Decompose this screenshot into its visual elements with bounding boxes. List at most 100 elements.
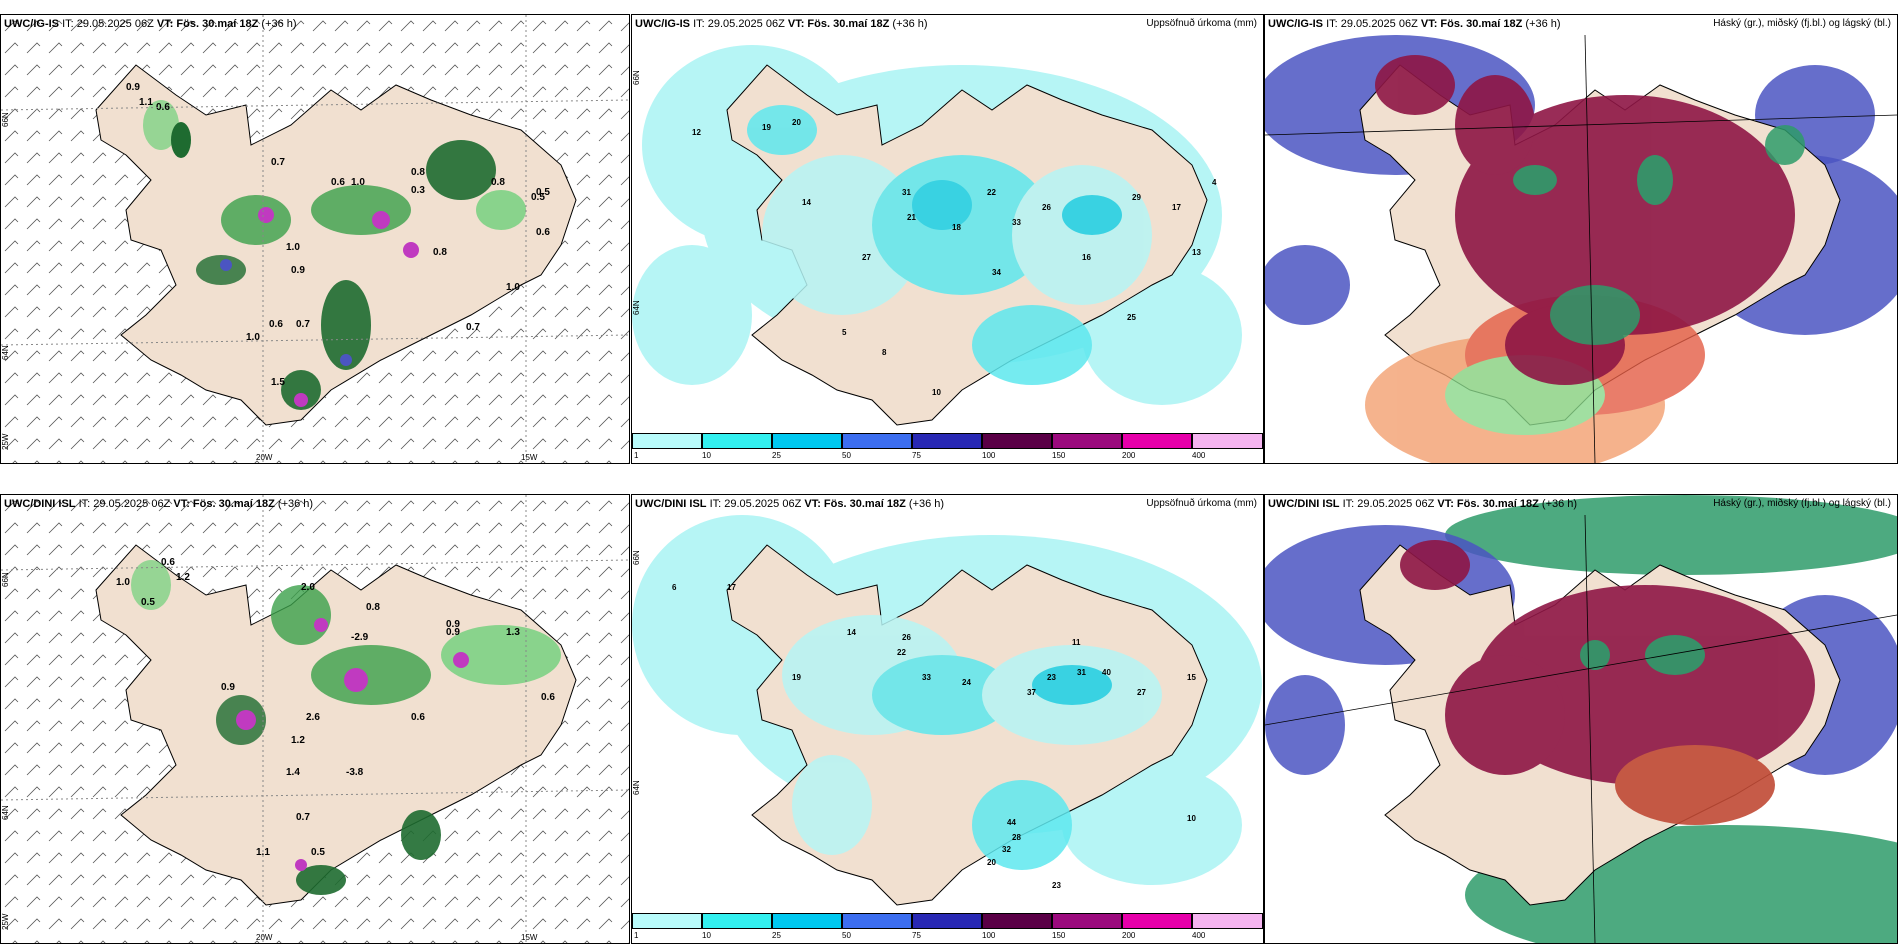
value-label: 1.5 [271,377,285,388]
colorbar-tick: 100 [982,931,996,940]
valid-time: VT: Fös. 30.maí 18Z [173,498,275,510]
lat-label-66n: 66N [632,70,641,85]
value-label: 37 [1027,688,1036,697]
value-label: 0.8 [411,167,425,178]
model-name: UWC/IG-IS [1268,18,1323,30]
value-label: 29 [1132,193,1141,202]
value-label: -2.9 [351,632,369,643]
map-top-right [1265,34,1897,463]
value-label: 33 [1012,218,1021,227]
value-label: 1.3 [506,627,520,638]
value-label: 0.6 [269,319,283,330]
field-title: Uppsöfnuð úrkoma (mm) [1146,18,1257,29]
colorbar-cell [702,433,772,449]
high-cloud [1513,125,1805,345]
colorbar-bottom: 1 10 25 50 75 100 150 200 400 [632,913,1263,940]
value-label: 0.5 [141,597,155,608]
value-label: 0.8 [491,177,505,188]
map-bottom-left: 0.6 1.0 0.5 0.9 1.2 2.0 0.8 -2.9 0.9 1.3… [1,495,629,943]
colorbar-tick: 150 [1052,451,1066,460]
lead-time: (+36 h) [1525,18,1561,30]
value-label: 8 [882,348,887,357]
lat-label-64n: 64N [1,805,10,820]
lon-label-20w: 20W [256,453,273,462]
colorbar-tick: 50 [842,451,851,460]
value-label: 10 [932,388,941,397]
colorbar-tick: 200 [1122,931,1136,940]
header-bottom-middle: UWC/DINI ISL IT: 29.05.2025 06Z VT: Fös.… [635,498,944,510]
value-label: 18 [952,223,961,232]
colorbar-tick: 1 [634,931,639,940]
value-label: 0.3 [411,185,425,196]
magenta-spots [236,618,469,871]
colorbar-tick: 50 [842,931,851,940]
value-label: 1.0 [351,177,365,188]
panel-top-right-clouds: UWC/IG-IS IT: 29.05.2025 06Z VT: Fös. 30… [1264,14,1898,464]
value-label: 28 [1012,833,1021,842]
init-time: IT: 29.05.2025 06Z [78,498,171,510]
colorbar-tick: 150 [1052,931,1066,940]
value-label: 0.6 [541,692,555,703]
value-label: 0.6 [411,712,425,723]
colorbar-tick: 10 [702,451,711,460]
value-label: 1.1 [139,97,153,108]
model-name: UWC/IG-IS [635,18,690,30]
value-label: 0.7 [296,812,310,823]
value-label: 19 [762,123,771,132]
lat-label-25w: 25W [1,433,10,450]
colorbar-tick: 25 [772,931,781,940]
lon-label-15w: 15W [521,453,538,462]
value-label: 15 [1187,673,1196,682]
value-label: 0.9 [446,627,460,638]
panel-bottom-right-clouds: UWC/DINI ISL IT: 29.05.2025 06Z VT: Fös.… [1264,494,1898,944]
value-label: 31 [902,188,911,197]
value-label: 6 [672,583,677,592]
magenta-spots [220,207,419,407]
colorbar-cell [772,913,842,929]
value-label: 0.6 [536,227,550,238]
header-bottom-right: UWC/DINI ISL IT: 29.05.2025 06Z VT: Fös.… [1268,498,1577,510]
field-title: Uppsöfnuð úrkoma (mm) [1146,498,1257,509]
value-label: 27 [862,253,871,262]
value-label: 1.4 [286,767,300,778]
lead-time: (+36 h) [277,498,314,510]
colorbar-cell [842,913,912,929]
panel-top-middle-precip: UWC/IG-IS IT: 29.05.2025 06Z VT: Fös. 30… [631,14,1264,464]
value-label: 0.7 [466,322,480,333]
value-label: 14 [802,198,811,207]
value-label: 31 [1077,668,1086,677]
field-title: Háský (gr.), miðský (fj.bl.) og lágský (… [1713,498,1891,509]
precip-overlay [782,615,1162,870]
colorbar-cell [982,433,1052,449]
valid-time: VT: Fös. 30.maí 18Z [156,18,259,30]
colorbar-tick: 100 [982,451,996,460]
model-name: UWC/DINI ISL [4,498,76,510]
lat-label-64n: 64N [1,345,10,360]
map-top-middle: 20 19 14 31 21 22 33 18 26 29 16 25 17 2… [632,35,1263,440]
lat-label-66n: 66N [1,112,10,127]
colorbar-cell [702,913,772,929]
valid-time: VT: Fös. 30.maí 18Z [787,18,890,30]
value-label: 0.8 [366,602,380,613]
colorbar-cell [842,433,912,449]
green-precip-blobs [131,560,561,895]
value-label: 19 [792,673,801,682]
lead-time: (+36 h) [892,18,928,30]
init-time: IT: 29.05.2025 06Z [693,18,785,30]
value-label: 1.2 [291,735,305,746]
value-label: 2.6 [306,712,320,723]
lon-label-15w: 15W [521,933,538,942]
panel-bottom-left-wind: UWC/DINI ISL IT: 29.05.2025 06Z VT: Fös.… [0,494,630,944]
panel-bottom-middle-precip: UWC/DINI ISL IT: 29.05.2025 06Z VT: Fös.… [631,494,1264,944]
value-label: 1.0 [116,577,130,588]
value-label: 14 [847,628,856,637]
high-cloud-band [1445,495,1897,943]
map-bottom-middle: 17 14 22 33 26 24 37 23 40 31 27 15 19 1… [632,515,1263,920]
precip-overlay [747,105,1152,385]
colorbar-cell [982,913,1052,929]
lat-label-64n: 64N [632,300,641,315]
colorbar-tick: 25 [772,451,781,460]
value-label: 0.6 [161,557,175,568]
header-top-left: UWC/IG-IS IT: 29.05.2025 06Z VT: Fös. 30… [4,18,297,30]
value-label: 13 [1192,248,1201,257]
